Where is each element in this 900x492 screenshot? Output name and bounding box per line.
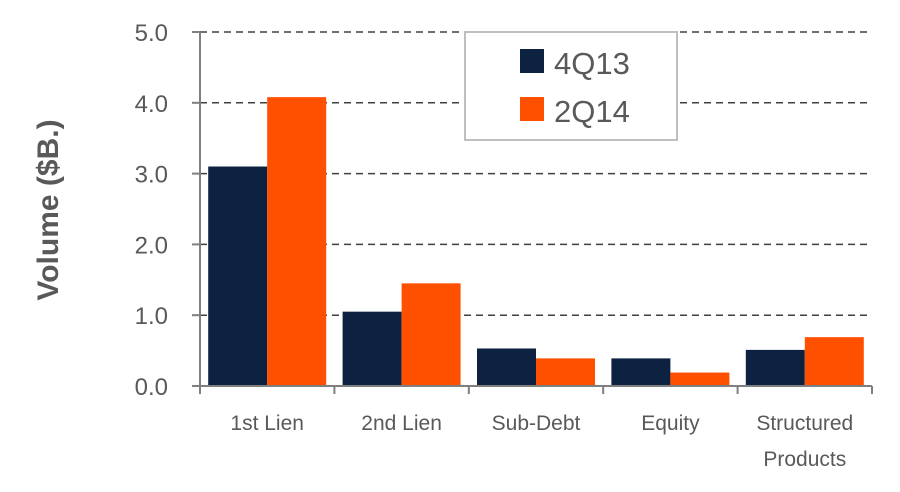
legend-label-4q13: 4Q13: [554, 46, 630, 81]
legend-swatch-4q13: [520, 49, 544, 73]
y-tick-label: 3.0: [135, 162, 168, 189]
bar-2q14-5: [804, 337, 864, 386]
x-category-label: Sub-Debt: [492, 412, 581, 435]
y-axis-title: Volume ($B.): [32, 119, 65, 300]
x-category-label: 2nd Lien: [361, 412, 442, 435]
y-tick-labels: 0.0 1.0 2.0 3.0 4.0 5.0: [135, 20, 168, 401]
bar-2q14-1: [267, 97, 327, 387]
bar-4q13-3: [477, 348, 536, 386]
legend-label-2q14: 2Q14: [554, 94, 630, 129]
bar-4q13-4: [611, 358, 671, 386]
bar-4q13-1: [208, 166, 268, 386]
bar-2q14-2: [401, 283, 461, 386]
bar-2q14-4: [670, 372, 730, 386]
bar-4q13-2: [342, 311, 402, 386]
y-tick-label: 1.0: [135, 303, 168, 330]
legend: 4Q13 2Q14: [464, 31, 678, 141]
bar-2q14-3: [536, 358, 595, 386]
legend-box: [464, 31, 678, 141]
legend-swatch-2q14: [520, 97, 544, 121]
x-category-label: 1st Lien: [230, 412, 304, 435]
bars: [208, 97, 864, 387]
y-tick-label: 0.0: [135, 374, 168, 401]
bar-4q13-5: [745, 349, 805, 386]
x-category-labels: 1st Lien 2nd Lien Sub-Debt Equity Structured…: [230, 412, 853, 471]
y-tick-label: 5.0: [135, 20, 168, 47]
y-tick-label: 2.0: [135, 232, 168, 259]
x-category-label: Structured Products: [756, 412, 853, 471]
x-category-label: Equity: [641, 412, 700, 435]
axes: [192, 31, 873, 394]
y-tick-label: 4.0: [135, 91, 168, 118]
